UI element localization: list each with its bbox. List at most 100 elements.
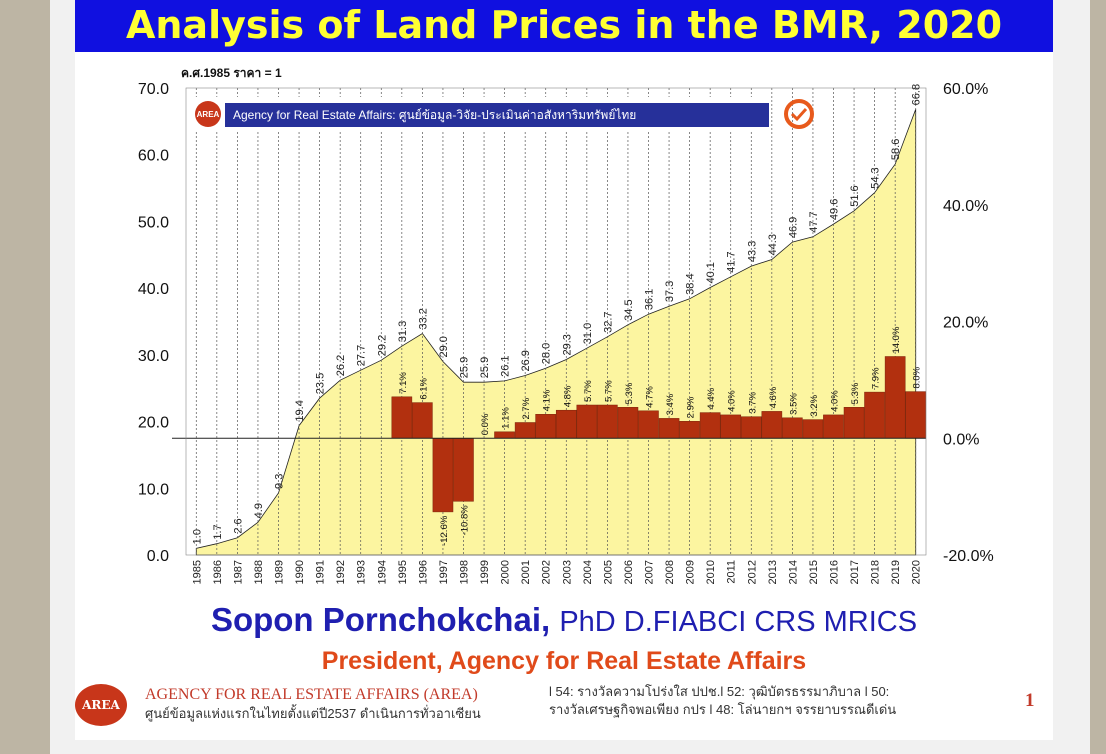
x-tick-label: 1997 <box>438 560 450 584</box>
x-tick-label: 1994 <box>376 560 388 584</box>
area-value-label: 26.9 <box>520 350 532 371</box>
area-value-label: 19.4 <box>294 400 306 421</box>
y-left-tick-label: 10.0 <box>138 481 169 498</box>
bar-value-label: 2.7% <box>521 397 532 419</box>
x-tick-label: 2015 <box>808 560 820 584</box>
x-tick-label: 1996 <box>417 560 429 584</box>
area-value-label: 23.5 <box>315 373 327 394</box>
area-value-label: 1.7 <box>212 524 224 539</box>
footer-org-name: AGENCY FOR REAL ESTATE AFFAIRS (AREA) <box>145 686 478 703</box>
x-tick-label: 1985 <box>191 560 203 584</box>
y-right-tick-label: 0.0% <box>943 431 979 448</box>
bar-value-label: 4.6% <box>768 386 779 408</box>
y-left-tick-label: 20.0 <box>138 415 169 432</box>
author-name: Sopon Pornchokchai, <box>210 601 551 638</box>
x-tick-label: 2002 <box>541 560 553 584</box>
bar-value-label: 1.1% <box>501 407 512 429</box>
x-tick-label: 2014 <box>787 560 799 584</box>
area-value-label: 44.3 <box>767 234 779 255</box>
area-value-label: 29.0 <box>438 336 450 357</box>
bar-value-label: 6.1% <box>418 377 429 399</box>
growth-bar <box>576 404 598 439</box>
growth-bar <box>905 391 927 439</box>
y-right-tick-label: 40.0% <box>943 198 988 215</box>
title-bar: Analysis of Land Prices in the BMR, 2020 <box>75 0 1053 52</box>
x-tick-label: 1993 <box>356 560 368 584</box>
x-tick-label: 2019 <box>890 560 902 584</box>
footer-awards-line-1: l 54: รางวัลความโปร่งใส ปปช.l 52: วุฒิบั… <box>549 684 890 699</box>
area-value-label: 47.7 <box>808 211 820 232</box>
bar-value-label: 3.5% <box>788 393 799 415</box>
growth-bar <box>597 404 618 439</box>
x-tick-label: 2000 <box>500 560 512 584</box>
area-value-label: 27.7 <box>356 345 368 366</box>
bar-value-label: 7.9% <box>871 367 882 389</box>
area-value-label: 26.1 <box>500 355 512 376</box>
footer-awards: l 54: รางวัลความโปร่งใส ปปช.l 52: วุฒิบั… <box>549 683 989 719</box>
bar-value-label: 2.9% <box>686 396 697 418</box>
area-value-label: 43.3 <box>746 241 758 262</box>
area-logo-icon <box>195 101 221 127</box>
banner-logo-text: AREA <box>197 110 220 119</box>
page-number: 1 <box>1025 690 1035 711</box>
price-index-area <box>195 109 917 556</box>
y-left-tick-label: 60.0 <box>138 148 169 165</box>
bar-value-label: 5.7% <box>583 380 594 402</box>
y-right-tick-label: 60.0% <box>943 81 988 98</box>
area-value-label: 26.2 <box>335 355 347 376</box>
x-tick-label: 2006 <box>623 560 635 584</box>
growth-bar <box>699 412 721 439</box>
growth-bar <box>555 409 577 439</box>
x-tick-label: 1988 <box>253 560 265 584</box>
growth-bar <box>617 407 639 439</box>
bar-value-label: 3.7% <box>747 391 758 413</box>
growth-bar <box>782 417 803 439</box>
bar-value-label: 4.0% <box>727 390 738 412</box>
bar-value-label: 4.8% <box>562 385 573 407</box>
plot-border <box>185 87 927 556</box>
area-value-label: 31.0 <box>582 323 594 344</box>
area-value-label: 2.6 <box>232 518 244 533</box>
growth-bar <box>740 416 762 439</box>
x-tick-label: 2004 <box>582 560 594 584</box>
x-tick-label: 2009 <box>685 560 697 584</box>
slide: Analysis of Land Prices in the BMR, 2020… <box>75 0 1053 740</box>
area-value-label: 40.1 <box>705 262 717 283</box>
x-tick-label: 1992 <box>335 560 347 584</box>
area-value-label: 66.8 <box>911 84 923 105</box>
area-value-label: 41.7 <box>726 251 738 272</box>
x-tick-label: 2020 <box>911 560 923 584</box>
x-tick-label: 1991 <box>315 560 327 584</box>
author-credentials: PhD D.FIABCI CRS MRICS <box>559 606 918 638</box>
area-value-label: 46.9 <box>787 217 799 238</box>
growth-bar <box>864 391 885 439</box>
bar-value-label: 5.3% <box>850 382 861 404</box>
area-value-label: 51.6 <box>849 185 861 206</box>
area-value-label: 38.4 <box>685 273 697 294</box>
y-left-tick-label: 50.0 <box>138 214 169 231</box>
area-value-label: 28.0 <box>541 343 553 364</box>
growth-bar <box>679 421 700 439</box>
agency-banner: AREA Agency for Real Estate Affairs: ศูน… <box>195 97 814 131</box>
growth-bar <box>823 414 844 439</box>
growth-bar <box>761 411 783 439</box>
base-note: ค.ศ.1985 ราคา = 1 <box>181 66 282 80</box>
area-value-label: 32.7 <box>602 311 614 332</box>
growth-bar <box>535 414 556 439</box>
president-line: President, Agency for Real Estate Affair… <box>321 647 807 675</box>
bar-value-label: -10.8% <box>460 505 471 536</box>
y-right-tick-label: 20.0% <box>943 315 988 332</box>
y-left-tick-label: 0.0 <box>147 548 169 565</box>
x-tick-label: 2008 <box>664 560 676 584</box>
x-tick-label: 2007 <box>644 560 656 584</box>
y-left-tick-label: 40.0 <box>138 281 169 298</box>
x-tick-label: 1990 <box>294 560 306 584</box>
x-tick-label: 2001 <box>520 560 532 584</box>
area-value-label: 49.6 <box>829 199 841 220</box>
area-value-label: 54.3 <box>870 167 882 188</box>
bar-value-label: 0.0% <box>480 413 491 435</box>
growth-bar <box>720 414 742 439</box>
x-tick-label: 1999 <box>479 560 491 584</box>
area-value-label: 1.0 <box>191 529 203 544</box>
x-tick-label: 2013 <box>767 560 779 584</box>
